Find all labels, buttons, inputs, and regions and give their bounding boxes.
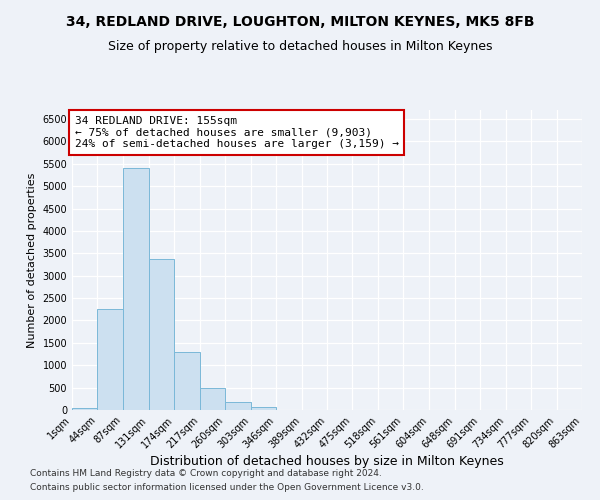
Bar — [225, 402, 251, 410]
Bar — [149, 258, 175, 410]
Text: Contains public sector information licensed under the Open Government Licence v3: Contains public sector information licen… — [30, 484, 424, 492]
Text: Size of property relative to detached houses in Milton Keynes: Size of property relative to detached ho… — [108, 40, 492, 53]
Y-axis label: Number of detached properties: Number of detached properties — [27, 172, 37, 348]
Text: Contains HM Land Registry data © Crown copyright and database right 2024.: Contains HM Land Registry data © Crown c… — [30, 468, 382, 477]
Bar — [97, 310, 123, 410]
Bar — [200, 388, 225, 410]
Bar — [251, 407, 276, 410]
Bar — [175, 352, 200, 410]
Text: 34 REDLAND DRIVE: 155sqm
← 75% of detached houses are smaller (9,903)
24% of sem: 34 REDLAND DRIVE: 155sqm ← 75% of detach… — [74, 116, 398, 149]
Bar — [72, 408, 97, 410]
Bar — [123, 168, 149, 410]
Text: 34, REDLAND DRIVE, LOUGHTON, MILTON KEYNES, MK5 8FB: 34, REDLAND DRIVE, LOUGHTON, MILTON KEYN… — [66, 15, 534, 29]
X-axis label: Distribution of detached houses by size in Milton Keynes: Distribution of detached houses by size … — [150, 456, 504, 468]
